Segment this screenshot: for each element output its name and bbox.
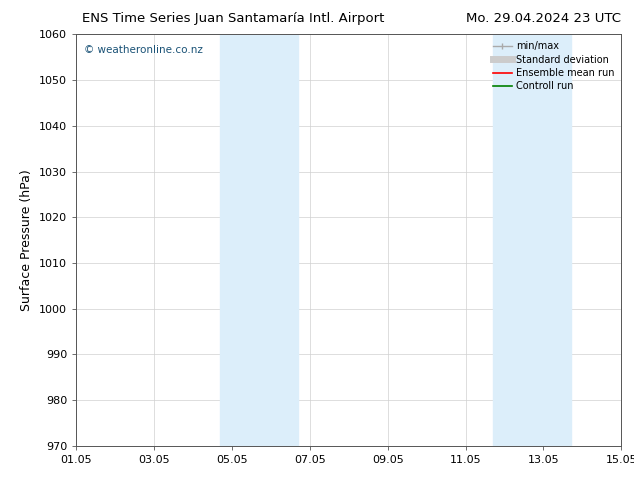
Legend: min/max, Standard deviation, Ensemble mean run, Controll run: min/max, Standard deviation, Ensemble me… [491,39,616,93]
Text: © weatheronline.co.nz: © weatheronline.co.nz [84,45,203,54]
Bar [220,34,298,446]
Text: Mo. 29.04.2024 23 UTC: Mo. 29.04.2024 23 UTC [467,12,621,25]
Y-axis label: Surface Pressure (hPa): Surface Pressure (hPa) [20,169,34,311]
Text: ENS Time Series Juan Santamaría Intl. Airport: ENS Time Series Juan Santamaría Intl. Ai… [82,12,385,25]
Bar [493,34,571,446]
